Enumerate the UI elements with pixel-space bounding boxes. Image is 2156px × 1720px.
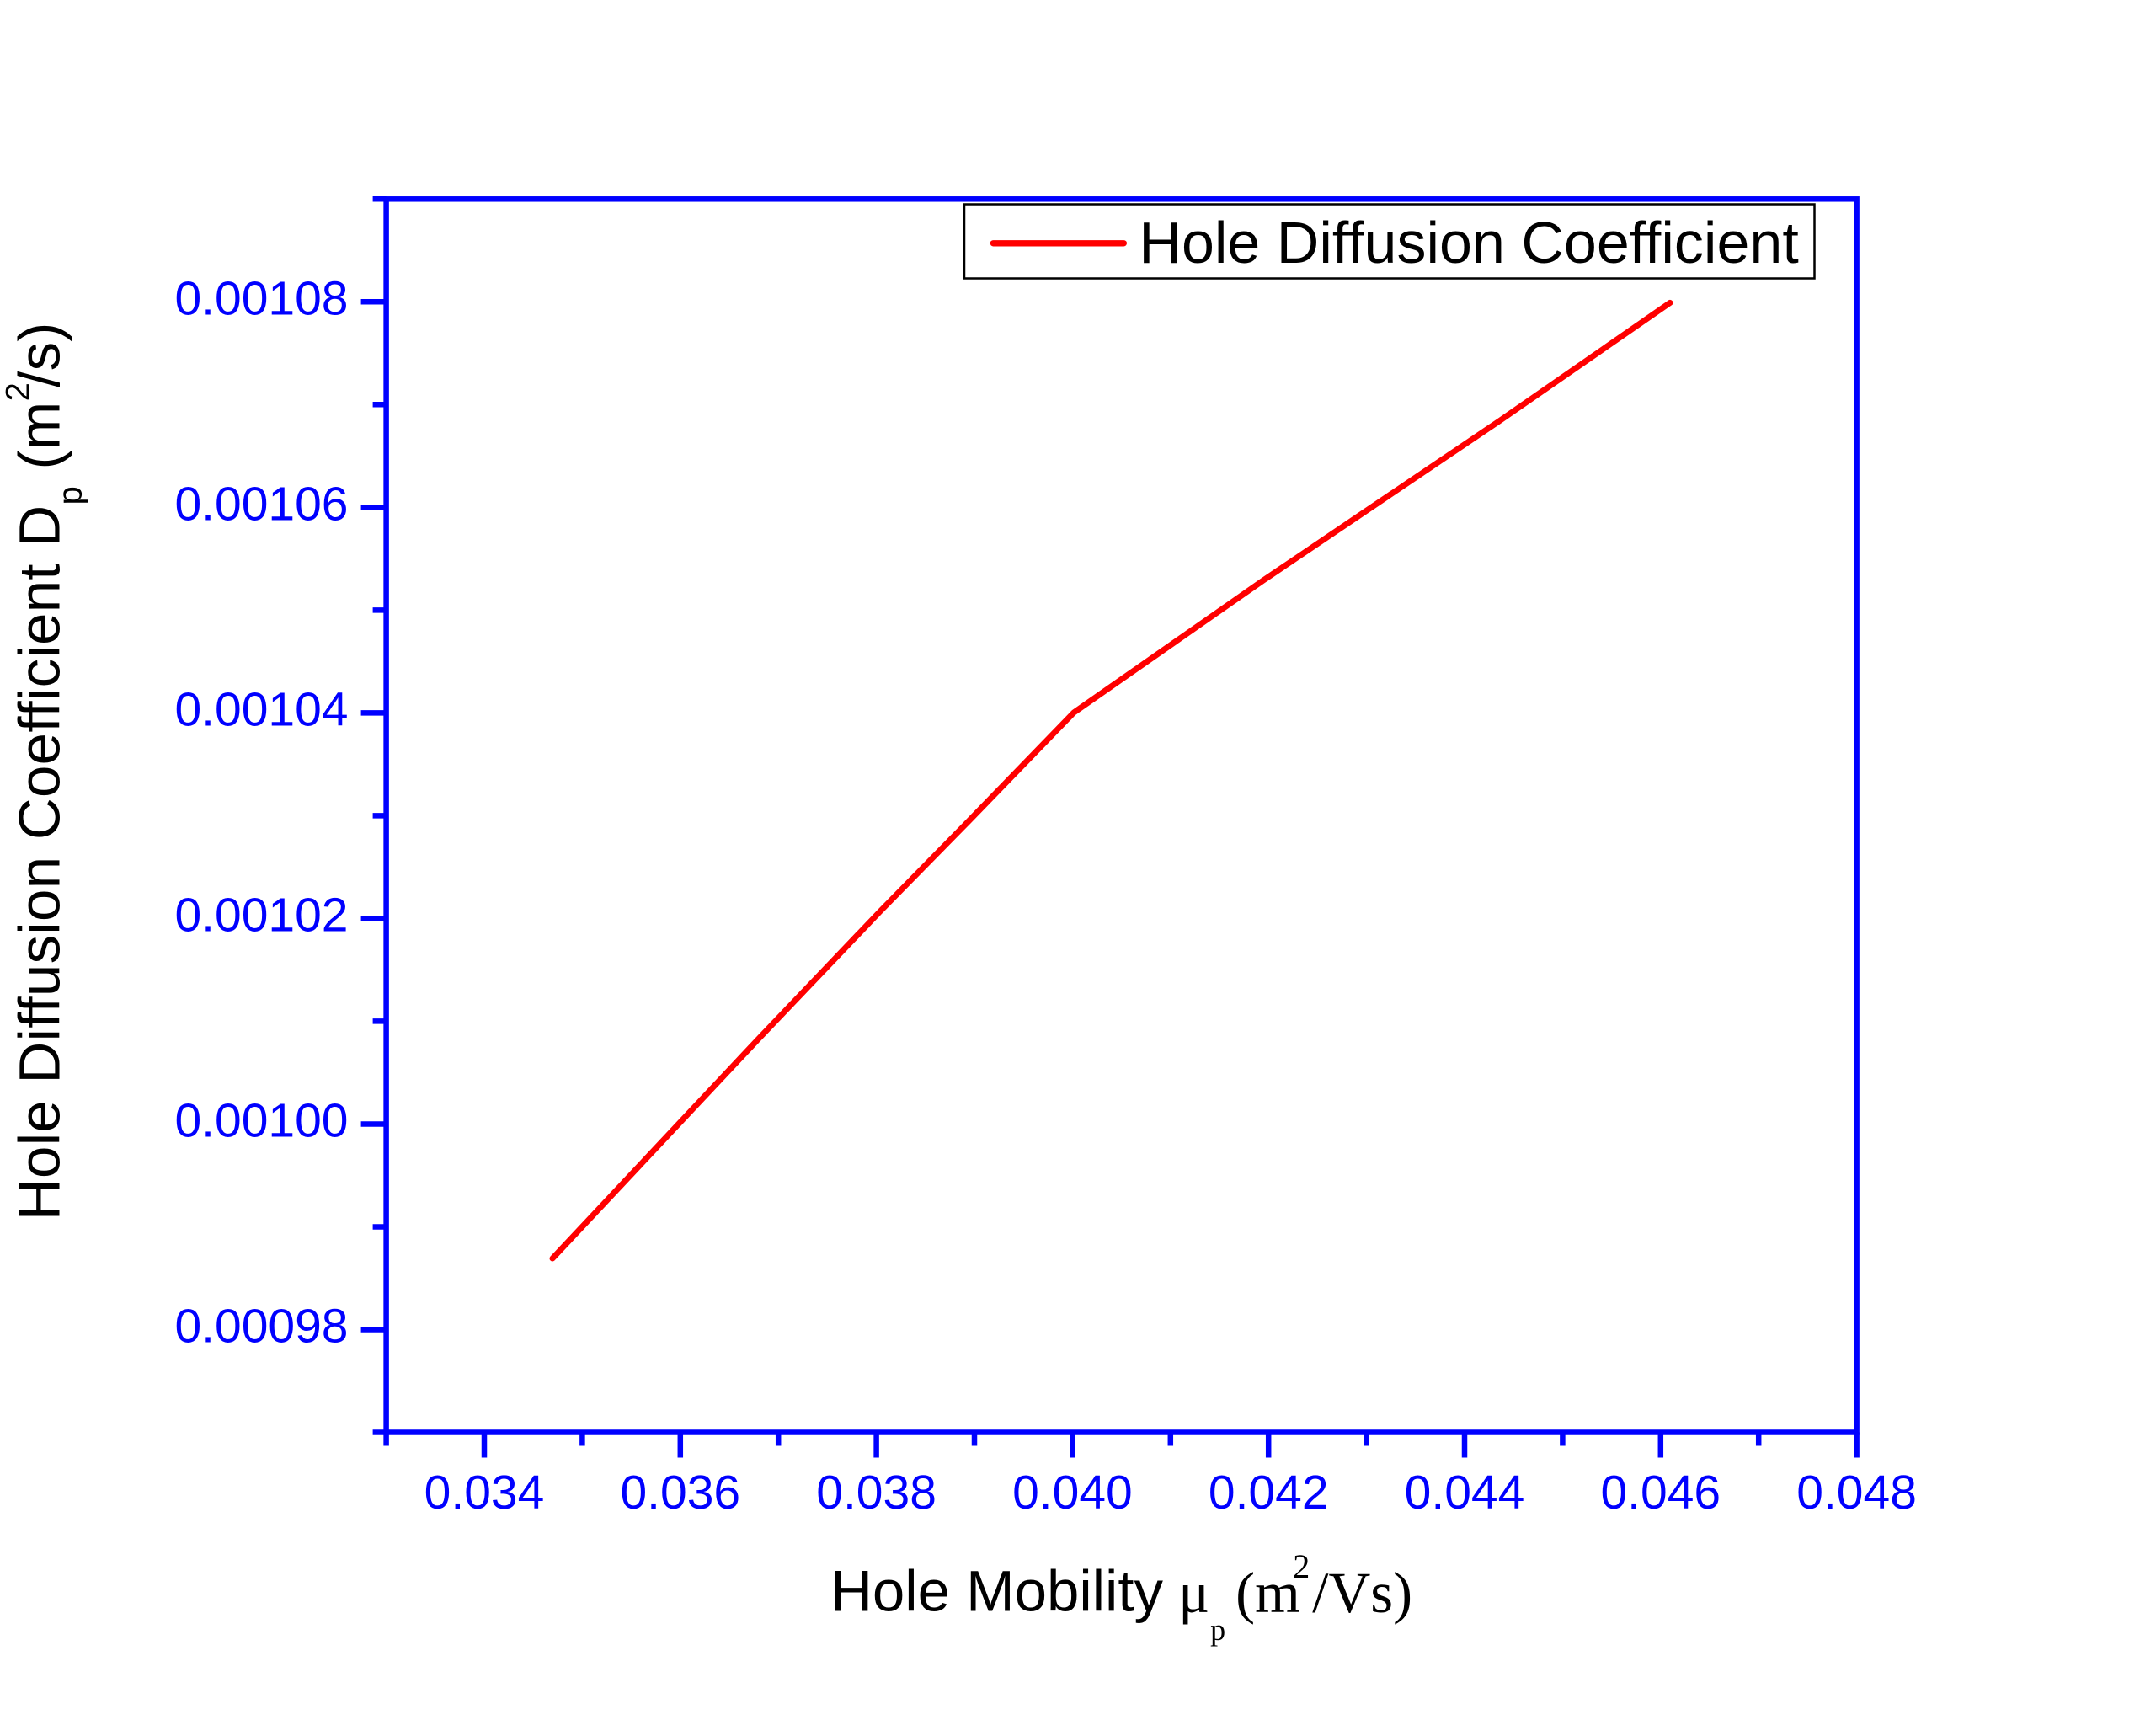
- svg-text:0.00104: 0.00104: [174, 682, 348, 736]
- svg-text:2: 2: [1293, 1547, 1310, 1585]
- svg-text:0.00100: 0.00100: [174, 1094, 348, 1148]
- svg-text:0.034: 0.034: [424, 1466, 545, 1520]
- svg-text:0.00098: 0.00098: [174, 1300, 348, 1354]
- svg-text:/Vs): /Vs): [1312, 1561, 1412, 1625]
- svg-text:0.042: 0.042: [1209, 1466, 1329, 1520]
- svg-text:0.040: 0.040: [1012, 1466, 1133, 1520]
- svg-text:0.036: 0.036: [620, 1466, 740, 1520]
- svg-text:0.00106: 0.00106: [174, 477, 348, 531]
- svg-text:0.00108: 0.00108: [174, 271, 348, 325]
- svg-text:0.00102: 0.00102: [174, 888, 348, 942]
- svg-text:0.038: 0.038: [816, 1466, 937, 1520]
- svg-text:Hole Mobility: Hole Mobility: [830, 1558, 1163, 1623]
- svg-text:0.044: 0.044: [1405, 1466, 1525, 1520]
- svg-text:μ: μ: [1178, 1561, 1209, 1625]
- svg-text:(m: (m: [1235, 1561, 1300, 1625]
- svg-text:0.046: 0.046: [1600, 1466, 1721, 1520]
- svg-text:p: p: [1210, 1613, 1225, 1647]
- svg-text:Hole Diffusion Coefficient: Hole Diffusion Coefficient: [1139, 210, 1798, 275]
- svg-text:0.048: 0.048: [1796, 1466, 1917, 1520]
